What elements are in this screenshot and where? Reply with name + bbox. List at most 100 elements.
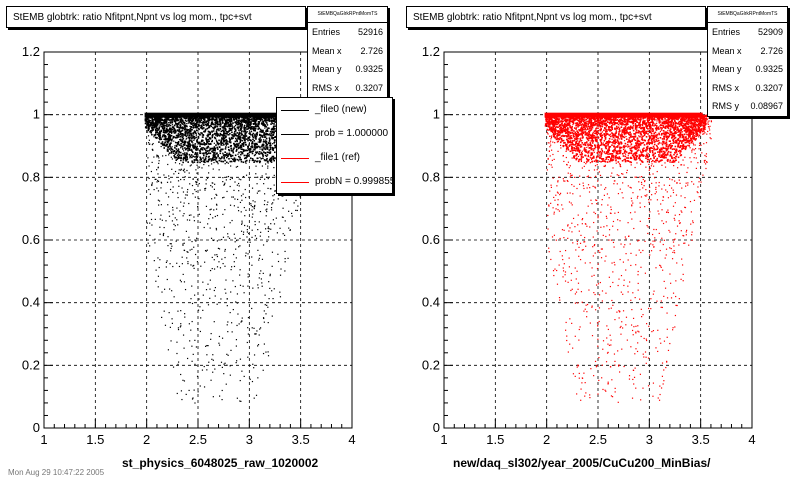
data-point [168, 215, 171, 217]
data-point [221, 118, 224, 120]
data-point [188, 145, 191, 148]
data-point [587, 122, 590, 124]
data-point [255, 114, 257, 116]
data-point [172, 118, 174, 120]
data-point [169, 121, 172, 123]
data-point [156, 129, 159, 132]
data-point [175, 149, 177, 151]
data-point [220, 140, 223, 143]
data-point [184, 288, 187, 291]
data-point [204, 189, 206, 191]
data-point [273, 131, 275, 133]
data-point [198, 122, 200, 124]
data-point [204, 148, 206, 151]
data-point [233, 189, 235, 191]
data-point [165, 118, 168, 121]
data-point [233, 205, 235, 207]
data-point [222, 119, 224, 121]
data-point [270, 128, 273, 131]
data-point [261, 175, 263, 177]
data-point [244, 130, 247, 133]
data-point [567, 141, 569, 144]
data-point [242, 142, 245, 144]
data-point [176, 192, 179, 194]
data-point [273, 141, 275, 144]
data-point [193, 122, 195, 124]
data-point [189, 127, 192, 130]
data-point [283, 234, 286, 236]
data-point [179, 279, 182, 281]
data-point [239, 135, 241, 138]
data-point [248, 196, 250, 198]
data-point [211, 123, 213, 125]
data-point [259, 190, 261, 192]
data-point [187, 115, 189, 117]
data-point [190, 264, 192, 266]
data-point [178, 172, 180, 174]
data-point [226, 152, 228, 155]
data-point [257, 157, 259, 159]
data-point [154, 131, 157, 133]
data-point [262, 124, 264, 127]
data-point [261, 144, 263, 146]
data-point [169, 250, 172, 252]
data-point [198, 149, 201, 152]
data-point [253, 206, 255, 208]
data-point [218, 248, 221, 250]
data-point [149, 120, 152, 122]
data-point [187, 188, 189, 191]
data-point [160, 130, 163, 133]
data-point [259, 153, 261, 155]
data-point [150, 218, 153, 221]
data-point [191, 120, 194, 123]
data-point [238, 151, 240, 154]
data-point [185, 135, 188, 138]
data-point [197, 309, 200, 311]
data-point [242, 117, 245, 120]
data-point [212, 154, 215, 156]
data-point [579, 120, 582, 123]
data-point [182, 161, 184, 164]
data-point [212, 149, 214, 152]
data-point [211, 256, 213, 259]
data-point [184, 154, 186, 156]
data-point [254, 235, 256, 237]
data-point [179, 131, 182, 133]
data-point [230, 155, 233, 158]
data-point [229, 222, 231, 224]
data-point [619, 151, 622, 154]
data-point [169, 128, 171, 130]
data-point [186, 257, 188, 259]
data-point [160, 125, 163, 128]
data-point [243, 118, 246, 121]
data-point [180, 168, 182, 170]
data-point [190, 141, 193, 143]
data-point [215, 130, 218, 133]
data-point [263, 136, 266, 138]
data-point [246, 122, 248, 125]
data-point [222, 138, 225, 141]
data-point [239, 274, 241, 276]
data-point [589, 134, 592, 137]
x-tick-label: 3.5 [292, 432, 310, 447]
data-point [255, 165, 257, 167]
data-point [174, 145, 176, 147]
data-point [241, 120, 244, 122]
data-point [258, 140, 261, 142]
data-point [156, 181, 158, 183]
data-point [586, 122, 588, 125]
data-point [245, 209, 247, 211]
data-point [258, 121, 260, 123]
data-point [227, 155, 229, 157]
data-point [257, 145, 259, 147]
data-point [214, 197, 216, 199]
data-point [270, 188, 272, 190]
data-point [193, 114, 195, 116]
data-point [156, 133, 159, 136]
data-point [208, 119, 211, 122]
data-point [620, 141, 622, 143]
data-point [183, 249, 186, 252]
data-point [152, 149, 154, 151]
data-point [247, 356, 249, 358]
stats-row: Entries 52916 [308, 23, 387, 42]
